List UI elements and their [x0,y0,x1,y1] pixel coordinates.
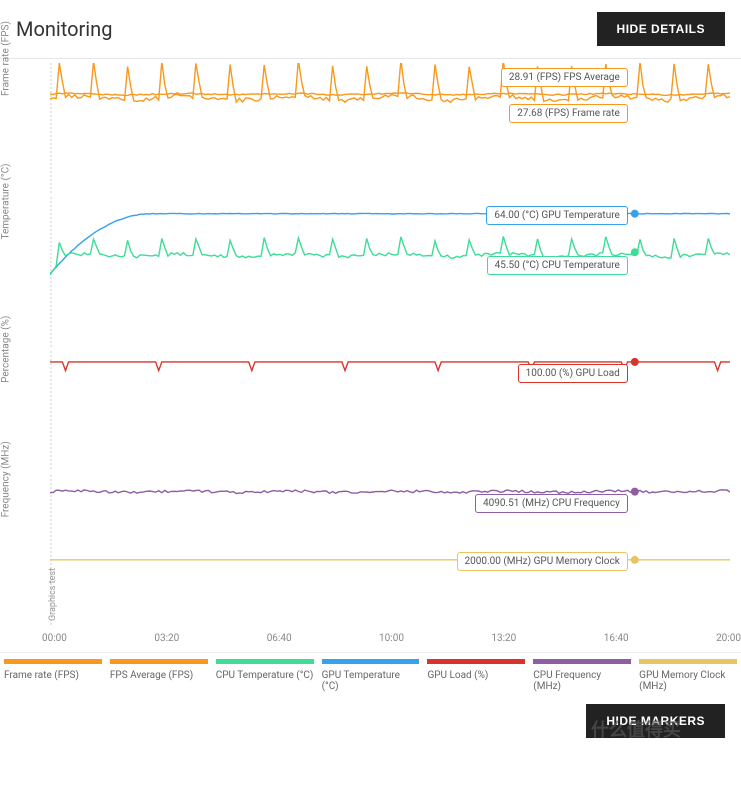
callout: 4090.51 (MHz) CPU Frequency [475,494,628,513]
x-tick: 03:20 [154,633,179,644]
callout: 27.68 (FPS) Frame rate [509,104,628,123]
y-axis-label: Frame rate (FPS) [1,21,12,96]
hide-details-button[interactable]: HIDE DETAILS [597,12,725,46]
plot-area: 20406064.00 (°C) GPU Temperature45.50 (°… [50,197,733,347]
callout: 28.91 (FPS) FPS Average [501,68,628,87]
x-tick: 10:00 [379,633,404,644]
legend-item[interactable]: GPU Temperature (°C) [318,653,424,704]
legend-swatch [322,659,420,664]
legend-item[interactable]: CPU Frequency (MHz) [529,653,635,704]
header: Monitoring HIDE DETAILS [0,0,741,59]
hide-markers-button[interactable]: HIDE MARKERS [586,704,725,738]
chart-fps: Frame rate (FPS)10203028.91 (FPS) FPS Av… [8,63,733,193]
legend-item[interactable]: FPS Average (FPS) [106,653,212,704]
legend-item[interactable]: Frame rate (FPS) [0,653,106,704]
legend-swatch [533,659,631,664]
legend-label: GPU Memory Clock (MHz) [639,670,737,692]
chart-freq: Frequency (MHz)10002000300040004090.51 (… [8,475,733,625]
x-tick: 13:20 [491,633,516,644]
legend-label: GPU Load (%) [427,670,525,681]
page-title: Monitoring [16,17,112,41]
legend-item[interactable]: GPU Load (%) [423,653,529,704]
callout: 64.00 (°C) GPU Temperature [486,206,627,225]
y-axis-label: Temperature (°C) [1,164,12,240]
chart-temp: Temperature (°C)20406064.00 (°C) GPU Tem… [8,197,733,347]
legend-swatch [639,659,737,664]
y-axis-label: Frequency (MHz) [1,441,12,517]
graphics-test-label: Graphics test [48,568,58,621]
legend-swatch [427,659,525,664]
callout: 100.00 (%) GPU Load [518,364,628,383]
legend: Frame rate (FPS) FPS Average (FPS) CPU Tem… [0,652,741,704]
plot-area: 10002000300040004090.51 (MHz) CPU Freque… [50,475,733,625]
x-axis: 00:00 03:20 06:40 10:00 13:20 16:40 20:00 [42,629,741,652]
legend-label: GPU Temperature (°C) [322,670,420,692]
callout: 45.50 (°C) CPU Temperature [487,256,628,275]
legend-label: FPS Average (FPS) [110,670,208,681]
chart-pct: Percentage (%)20406080100100.00 (%) GPU … [8,351,733,471]
legend-label: CPU Frequency (MHz) [533,670,631,692]
x-tick: 20:00 [716,633,741,644]
legend-label: CPU Temperature (°C) [216,670,314,681]
legend-label: Frame rate (FPS) [4,670,102,681]
legend-swatch [4,659,102,664]
legend-item[interactable]: CPU Temperature (°C) [212,653,318,704]
x-tick: 06:40 [267,633,292,644]
footer: 什么值得买 HIDE MARKERS [0,704,741,750]
plot-area: 20406080100100.00 (%) GPU Load [50,351,733,471]
y-axis-label: Percentage (%) [1,316,12,383]
legend-item[interactable]: GPU Memory Clock (MHz) [635,653,741,704]
x-tick: 16:40 [604,633,629,644]
legend-swatch [216,659,314,664]
legend-swatch [110,659,208,664]
callout: 2000.00 (MHz) GPU Memory Clock [457,552,628,571]
plot-area: 10203028.91 (FPS) FPS Average27.68 (FPS)… [50,63,733,193]
charts-container: Frame rate (FPS)10203028.91 (FPS) FPS Av… [0,59,741,625]
x-tick: 00:00 [42,633,67,644]
